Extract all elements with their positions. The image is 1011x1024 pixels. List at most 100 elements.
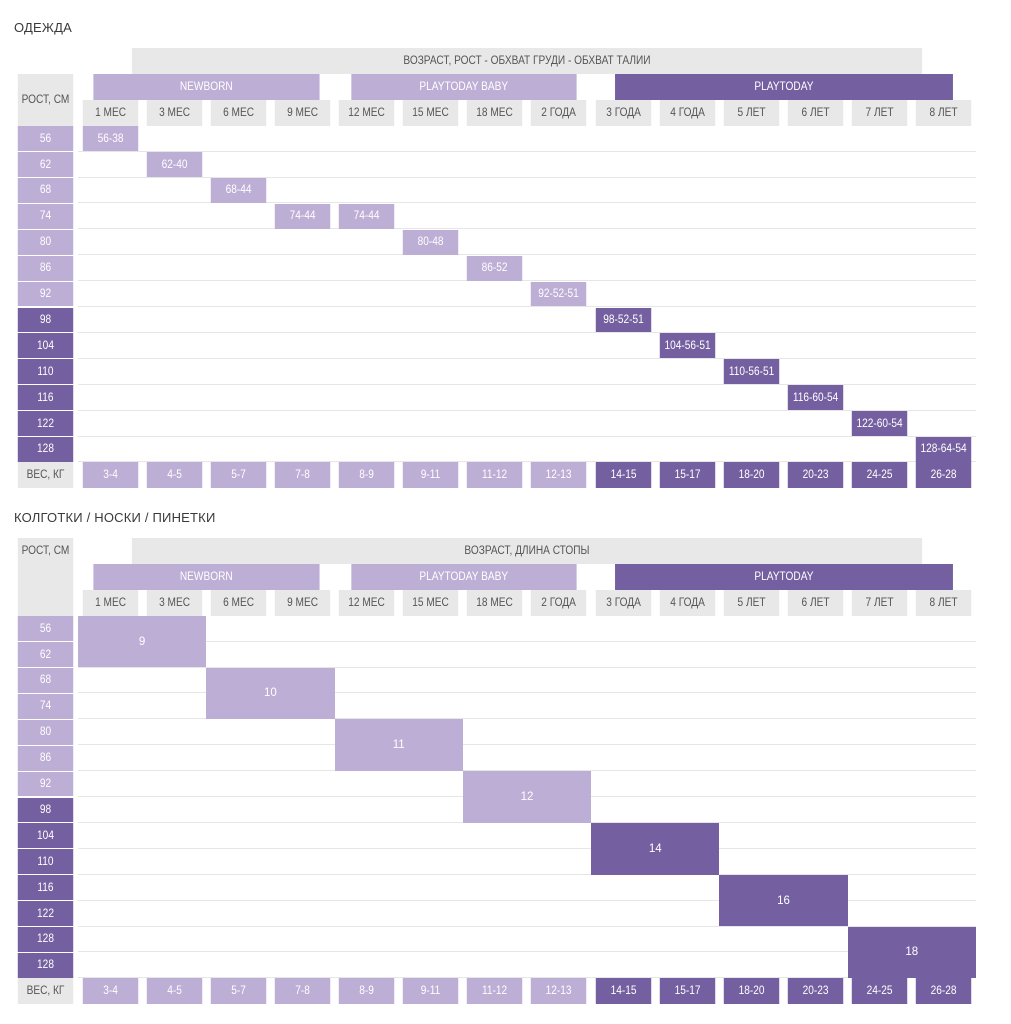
size-cell: 86-52: [467, 255, 523, 281]
row-divider: [78, 176, 976, 178]
size-cell: 74-44: [338, 203, 395, 229]
age-header: 6 ЛЕТ: [787, 99, 844, 126]
weight-cell: 24-25: [851, 462, 908, 489]
height-cell: 128: [17, 952, 74, 978]
brand-group-newborn: NEWBORN: [93, 563, 320, 590]
age-header: 3 МЕС: [146, 589, 202, 616]
row-divider: [78, 409, 976, 411]
age-header: 8 ЛЕТ: [916, 99, 972, 126]
height-cell: 122: [17, 411, 74, 436]
row-divider: [78, 718, 976, 720]
brand-group-playtoday: PLAYTODAY: [615, 563, 953, 590]
row-divider: [78, 666, 976, 668]
row-divider: [78, 925, 976, 927]
row-divider: [78, 461, 976, 463]
weight-cell: 20-23: [787, 978, 844, 1005]
weight-cell: 7-8: [274, 462, 331, 489]
height-cell: 92: [17, 281, 74, 307]
size-cell: 56-38: [82, 126, 138, 152]
foot-size-block: 12: [462, 771, 592, 823]
row-divider: [78, 383, 976, 385]
row-divider: [78, 280, 976, 282]
age-header: 6 МЕС: [210, 99, 267, 126]
size-cell: 92-52-51: [531, 281, 587, 307]
height-header: РОСТ, СМ: [17, 538, 74, 564]
age-header: 7 ЛЕТ: [851, 589, 908, 616]
weight-cell: 7-8: [274, 978, 331, 1005]
age-header: 15 МЕС: [402, 99, 459, 126]
size-cell: 80-48: [402, 229, 459, 255]
height-cell: 68: [17, 178, 74, 203]
row-divider: [78, 254, 976, 256]
row-divider: [78, 744, 976, 746]
age-header: 7 ЛЕТ: [851, 99, 908, 126]
age-header: 4 ГОДА: [659, 99, 716, 126]
age-header: 18 МЕС: [467, 99, 523, 126]
height-cell: 104: [17, 823, 74, 849]
age-header: 15 МЕС: [402, 589, 459, 616]
row-divider: [78, 306, 976, 307]
age-header: 5 ЛЕТ: [723, 99, 780, 126]
size-cell: 98-52-51: [595, 307, 651, 333]
brand-group-playtoday-baby: PLAYTODAY BABY: [350, 563, 576, 590]
height-cell: 116: [17, 385, 74, 411]
weight-cell: 11-12: [467, 978, 523, 1005]
weight-cell: 3-4: [82, 462, 138, 489]
weight-cell: 15-17: [659, 462, 716, 489]
brand-group-playtoday-baby: PLAYTODAY BABY: [350, 73, 576, 100]
row-divider: [78, 899, 976, 901]
size-cell: 74-44: [274, 203, 331, 229]
weight-cell: 4-5: [146, 462, 202, 489]
weight-cell: 20-23: [787, 462, 844, 489]
weight-cell: 9-11: [402, 978, 459, 1005]
age-header: 2 ГОДА: [531, 99, 587, 126]
row-divider: [78, 692, 976, 694]
height-cell: 56: [17, 126, 74, 152]
age-header: 6 МЕС: [210, 589, 267, 616]
row-divider: [78, 435, 976, 437]
row-divider: [78, 150, 976, 152]
height-cell: 56: [17, 616, 74, 642]
row-divider: [78, 228, 976, 230]
height-cell: 68: [17, 668, 74, 693]
row-divider: [78, 873, 976, 875]
height-cell: 86: [17, 745, 74, 771]
hosiery-section-title: КОЛГОТКИ / НОСКИ / ПИНЕТКИ: [14, 510, 216, 525]
height-cell: 62: [17, 642, 74, 667]
weight-cell: 12-13: [531, 462, 587, 489]
size-cell: 116-60-54: [787, 385, 844, 411]
row-divider: [78, 640, 976, 642]
weight-cell: 8-9: [338, 978, 395, 1005]
row-divider: [78, 951, 976, 953]
age-header: 9 МЕС: [274, 99, 331, 126]
foot-size-block: 11: [334, 719, 463, 772]
weight-cell: 3-4: [82, 978, 138, 1005]
row-divider: [78, 847, 976, 849]
weight-cell: 14-15: [595, 978, 651, 1005]
height-cell: 62: [17, 152, 74, 177]
height-header-filler: [17, 563, 74, 616]
height-cell: 116: [17, 875, 74, 901]
age-header: 3 ГОДА: [595, 589, 651, 616]
age-header: 1 МЕС: [82, 99, 138, 126]
age-header: 12 МЕС: [338, 589, 395, 616]
age-header: 9 МЕС: [274, 589, 331, 616]
height-cell: 86: [17, 255, 74, 281]
column-group-header: ВОЗРАСТ, РОСТ - ОБХВАТ ГРУДИ - ОБХВАТ ТА…: [131, 48, 923, 74]
weight-cell: 11-12: [467, 462, 523, 489]
weight-cell: 12-13: [531, 978, 587, 1005]
age-header: 6 ЛЕТ: [787, 589, 844, 616]
row-divider: [78, 202, 976, 204]
size-cell: 128-64-54: [916, 437, 972, 462]
age-header: 4 ГОДА: [659, 589, 716, 616]
age-header: 3 ГОДА: [595, 99, 651, 126]
height-cell: 122: [17, 901, 74, 926]
row-divider: [78, 357, 976, 359]
weight-cell: 26-28: [916, 462, 972, 489]
brand-group-playtoday: PLAYTODAY: [615, 73, 953, 100]
height-cell: 104: [17, 333, 74, 359]
weight-cell: 15-17: [659, 978, 716, 1005]
row-divider: [78, 977, 976, 979]
column-group-header: ВОЗРАСТ, ДЛИНА СТОПЫ: [131, 538, 923, 564]
age-header: 2 ГОДА: [531, 589, 587, 616]
